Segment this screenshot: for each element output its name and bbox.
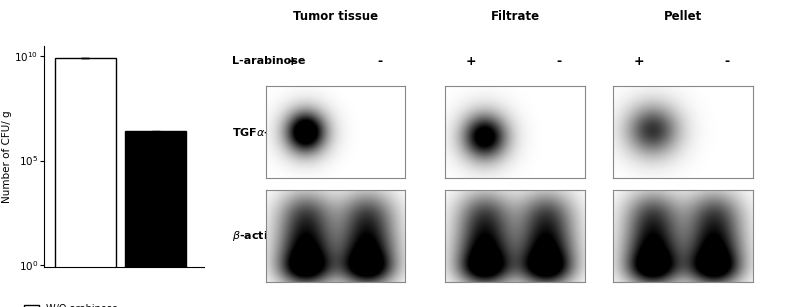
Text: Pellet: Pellet	[664, 10, 702, 23]
Text: -: -	[557, 55, 562, 68]
Bar	[125, 131, 186, 307]
Text: -: -	[725, 55, 729, 68]
Text: TGF$\alpha$-PE38: TGF$\alpha$-PE38	[232, 126, 300, 138]
Text: Tumor tissue: Tumor tissue	[293, 10, 378, 23]
Text: +: +	[286, 55, 297, 68]
Y-axis label: Number of CFU/ g: Number of CFU/ g	[2, 110, 11, 203]
Text: +: +	[466, 55, 477, 68]
Text: Filtrate: Filtrate	[491, 10, 540, 23]
Text: L-arabinose: L-arabinose	[232, 56, 305, 66]
Text: +: +	[634, 55, 645, 68]
Text: $\beta$-actin: $\beta$-actin	[232, 229, 276, 243]
Legend: W/O arabinose, W/ arabinose: W/O arabinose, W/ arabinose	[20, 300, 122, 307]
Bar	[55, 58, 116, 307]
Text: -: -	[377, 55, 382, 68]
